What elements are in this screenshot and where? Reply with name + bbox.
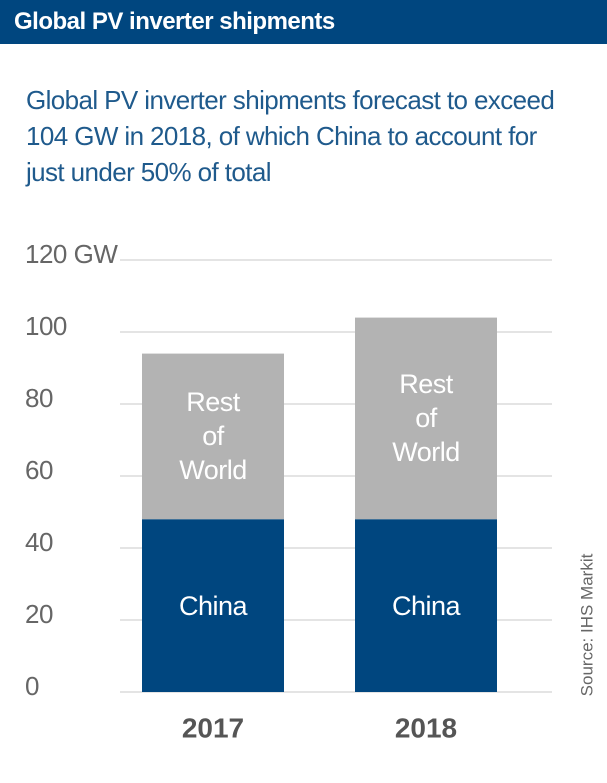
bar-segment xyxy=(355,317,497,520)
y-tick-label: 20 xyxy=(25,599,53,629)
bar-label-box: China xyxy=(178,590,248,621)
y-tick-label: 0 xyxy=(25,671,39,701)
y-tick-label: 100 xyxy=(25,311,67,341)
y-tick-label: 120 GW xyxy=(25,239,118,269)
bar-segment xyxy=(142,519,284,692)
y-tick-label: 80 xyxy=(25,383,53,413)
bar-label-box: China xyxy=(391,590,461,621)
x-tick-label: 2017 xyxy=(182,712,244,743)
header-title: Global PV inverter shipments xyxy=(0,0,607,44)
bar-label: China xyxy=(178,590,248,621)
source-note: Source: IHS Markit xyxy=(577,553,596,696)
y-tick-label: 60 xyxy=(25,455,53,485)
bar-label: China xyxy=(391,590,461,621)
y-tick-label: 40 xyxy=(25,527,53,557)
bar-label: Rest of World xyxy=(179,387,247,486)
bar-segment xyxy=(142,353,284,520)
bar-label-box: Rest of World xyxy=(392,369,460,468)
bar-label: Rest of World xyxy=(392,369,460,468)
bar-segment xyxy=(355,519,497,692)
chart-subtitle: Global PV inverter shipments forecast to… xyxy=(26,85,555,187)
x-tick-label: 2018 xyxy=(395,712,457,743)
bar-label-box: Rest of World xyxy=(179,387,247,486)
